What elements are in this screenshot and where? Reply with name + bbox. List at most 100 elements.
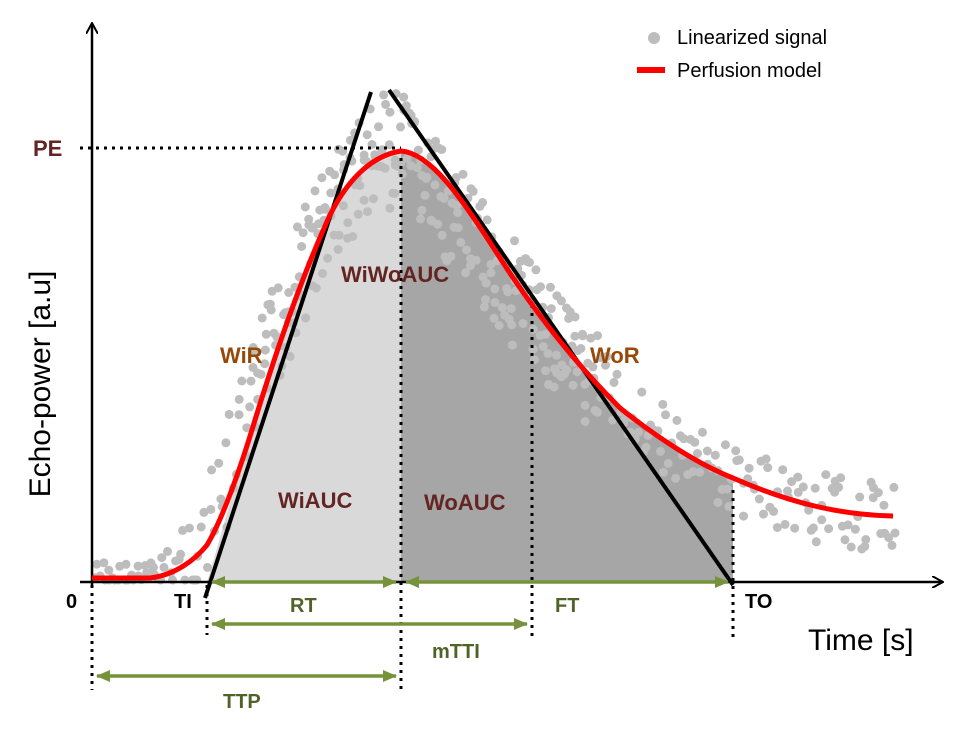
signal-point — [744, 463, 754, 473]
signal-point — [586, 333, 596, 343]
signal-point — [787, 477, 797, 487]
signal-point — [385, 107, 395, 117]
signal-point — [759, 509, 768, 519]
signal-point — [490, 298, 500, 307]
signal-point — [713, 498, 723, 507]
signal-point — [850, 524, 860, 534]
signal-point — [300, 202, 310, 212]
signal-point — [489, 313, 499, 323]
signal-point — [257, 313, 267, 323]
signal-point — [196, 522, 206, 532]
wash-in-tangent — [203, 91, 373, 599]
signal-point — [663, 458, 673, 468]
signal-point — [634, 427, 643, 437]
signal-point — [778, 465, 788, 475]
signal-point — [462, 245, 471, 255]
signal-point — [330, 170, 340, 180]
signal-point — [541, 366, 550, 376]
signal-point — [720, 440, 730, 450]
signal-point — [637, 387, 647, 397]
signal-point — [359, 195, 369, 205]
signal-point — [298, 228, 308, 238]
signal-point — [121, 559, 131, 569]
signal-point — [510, 236, 519, 246]
signal-point — [600, 360, 610, 370]
signal-point — [292, 222, 302, 232]
signal-point — [602, 352, 612, 361]
signal-point — [507, 340, 517, 350]
signal-point — [237, 376, 247, 386]
signal-point — [207, 465, 217, 475]
signal-point — [497, 303, 507, 313]
signal-point — [481, 295, 490, 305]
perfusion-model-curve — [92, 148, 894, 581]
signal-point — [702, 446, 712, 456]
legend-signal-label: Linearized signal — [677, 27, 827, 49]
signal-point — [478, 198, 488, 207]
signal-point — [710, 450, 720, 460]
signal-point — [359, 155, 369, 165]
signal-point — [355, 181, 365, 190]
signal-point — [661, 410, 670, 420]
signal-point — [250, 347, 260, 357]
signal-point — [396, 122, 405, 132]
signal-point — [695, 467, 705, 477]
signal-point — [879, 500, 889, 510]
signal-point — [92, 559, 102, 569]
signal-point — [163, 546, 172, 556]
signal-point — [507, 320, 517, 330]
signal-point — [890, 528, 900, 538]
signal-point — [804, 505, 814, 515]
signal-point — [486, 268, 496, 278]
signal-point — [99, 558, 109, 568]
signal-point — [568, 380, 578, 390]
ttp-label: TTP — [223, 691, 261, 713]
signal-point — [578, 331, 588, 341]
ft-label: FT — [555, 595, 579, 617]
signal-point — [836, 473, 846, 483]
signal-point — [216, 494, 226, 504]
signal-point — [453, 223, 463, 233]
signal-point — [390, 188, 400, 198]
signal-point — [658, 399, 668, 409]
signal-point — [612, 369, 622, 379]
signal-point — [468, 186, 478, 196]
signal-point — [458, 169, 468, 179]
signal-point — [430, 180, 440, 190]
wash-in-area — [207, 151, 401, 582]
signal-point — [374, 122, 383, 132]
signal-point — [397, 169, 407, 179]
signal-point — [688, 467, 698, 477]
signal-point — [552, 350, 561, 360]
signal-point — [873, 488, 883, 498]
signal-point — [887, 540, 897, 550]
signal-point — [545, 282, 555, 292]
signal-point — [490, 284, 500, 294]
signal-point — [399, 92, 409, 102]
signal-point — [199, 507, 209, 517]
signal-point — [482, 215, 492, 225]
signal-point — [855, 492, 865, 502]
legend-signal-marker — [648, 32, 660, 44]
signal-point — [422, 172, 432, 182]
origin-label: 0 — [66, 591, 77, 613]
signal-point — [731, 446, 741, 456]
wir-label: WiR — [220, 343, 263, 368]
signal-point — [479, 302, 489, 312]
wiwoauc-label: WiWoAUC — [341, 262, 449, 287]
signal-point — [433, 219, 443, 229]
signal-point — [221, 438, 231, 448]
signal-point — [808, 523, 818, 533]
signal-point — [413, 145, 423, 155]
signal-point — [861, 535, 871, 544]
signal-point — [353, 209, 363, 219]
signal-point — [543, 349, 553, 359]
signal-point — [310, 186, 320, 196]
signal-point — [260, 345, 270, 355]
signal-point — [301, 313, 311, 323]
pe-label: PE — [33, 136, 62, 161]
signal-point — [206, 504, 216, 514]
signal-point — [734, 455, 744, 465]
